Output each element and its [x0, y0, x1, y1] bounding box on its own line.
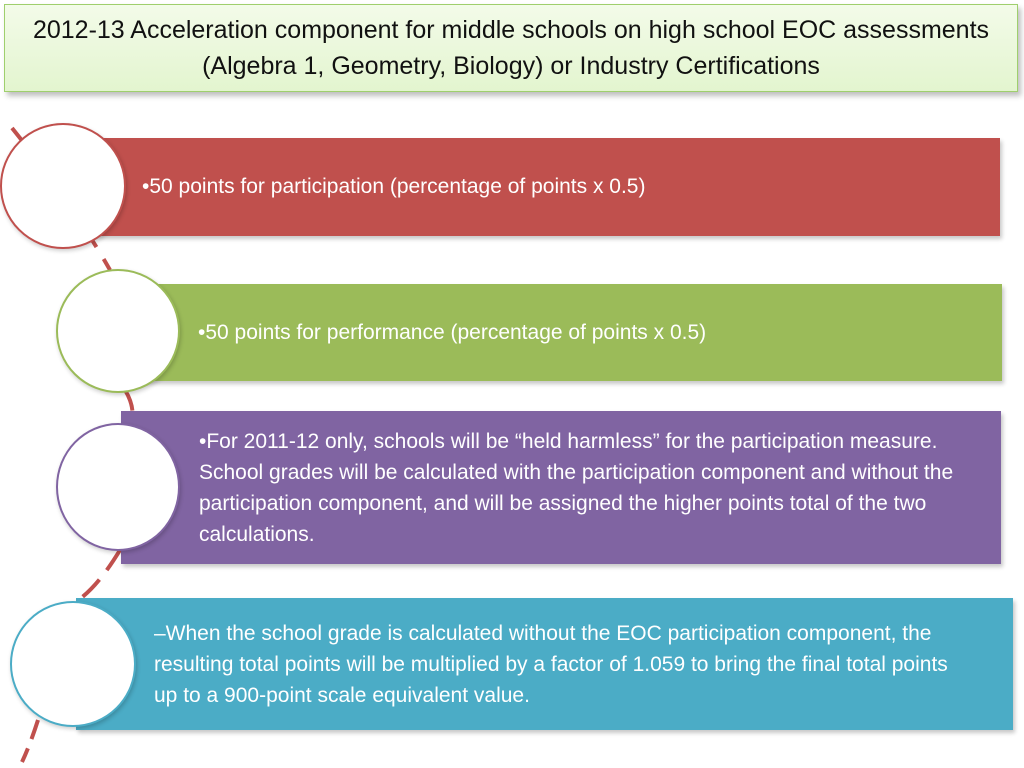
- slide-title: 2012-13 Acceleration component for middl…: [32, 16, 990, 80]
- step-bar-held-harmless: •For 2011-12 only, schools will be “held…: [121, 411, 1001, 564]
- step-circle-4: [10, 601, 136, 727]
- step-circle-2: [56, 269, 180, 393]
- step-circle-3: [56, 423, 180, 551]
- step-text-scale-factor: –When the school grade is calculated wit…: [154, 621, 948, 707]
- step-text-participation: •50 points for participation (percentage…: [142, 175, 646, 198]
- step-bar-participation: •50 points for participation (percentage…: [96, 138, 1000, 236]
- slide-title-box: 2012-13 Acceleration component for middl…: [4, 4, 1018, 92]
- step-text-held-harmless: •For 2011-12 only, schools will be “held…: [199, 429, 954, 546]
- step-circle-1: [0, 123, 126, 249]
- step-bar-scale-factor: –When the school grade is calculated wit…: [76, 598, 1013, 730]
- step-text-performance: •50 points for performance (percentage o…: [198, 320, 707, 344]
- step-bar-performance: •50 points for performance (percentage o…: [112, 284, 1002, 381]
